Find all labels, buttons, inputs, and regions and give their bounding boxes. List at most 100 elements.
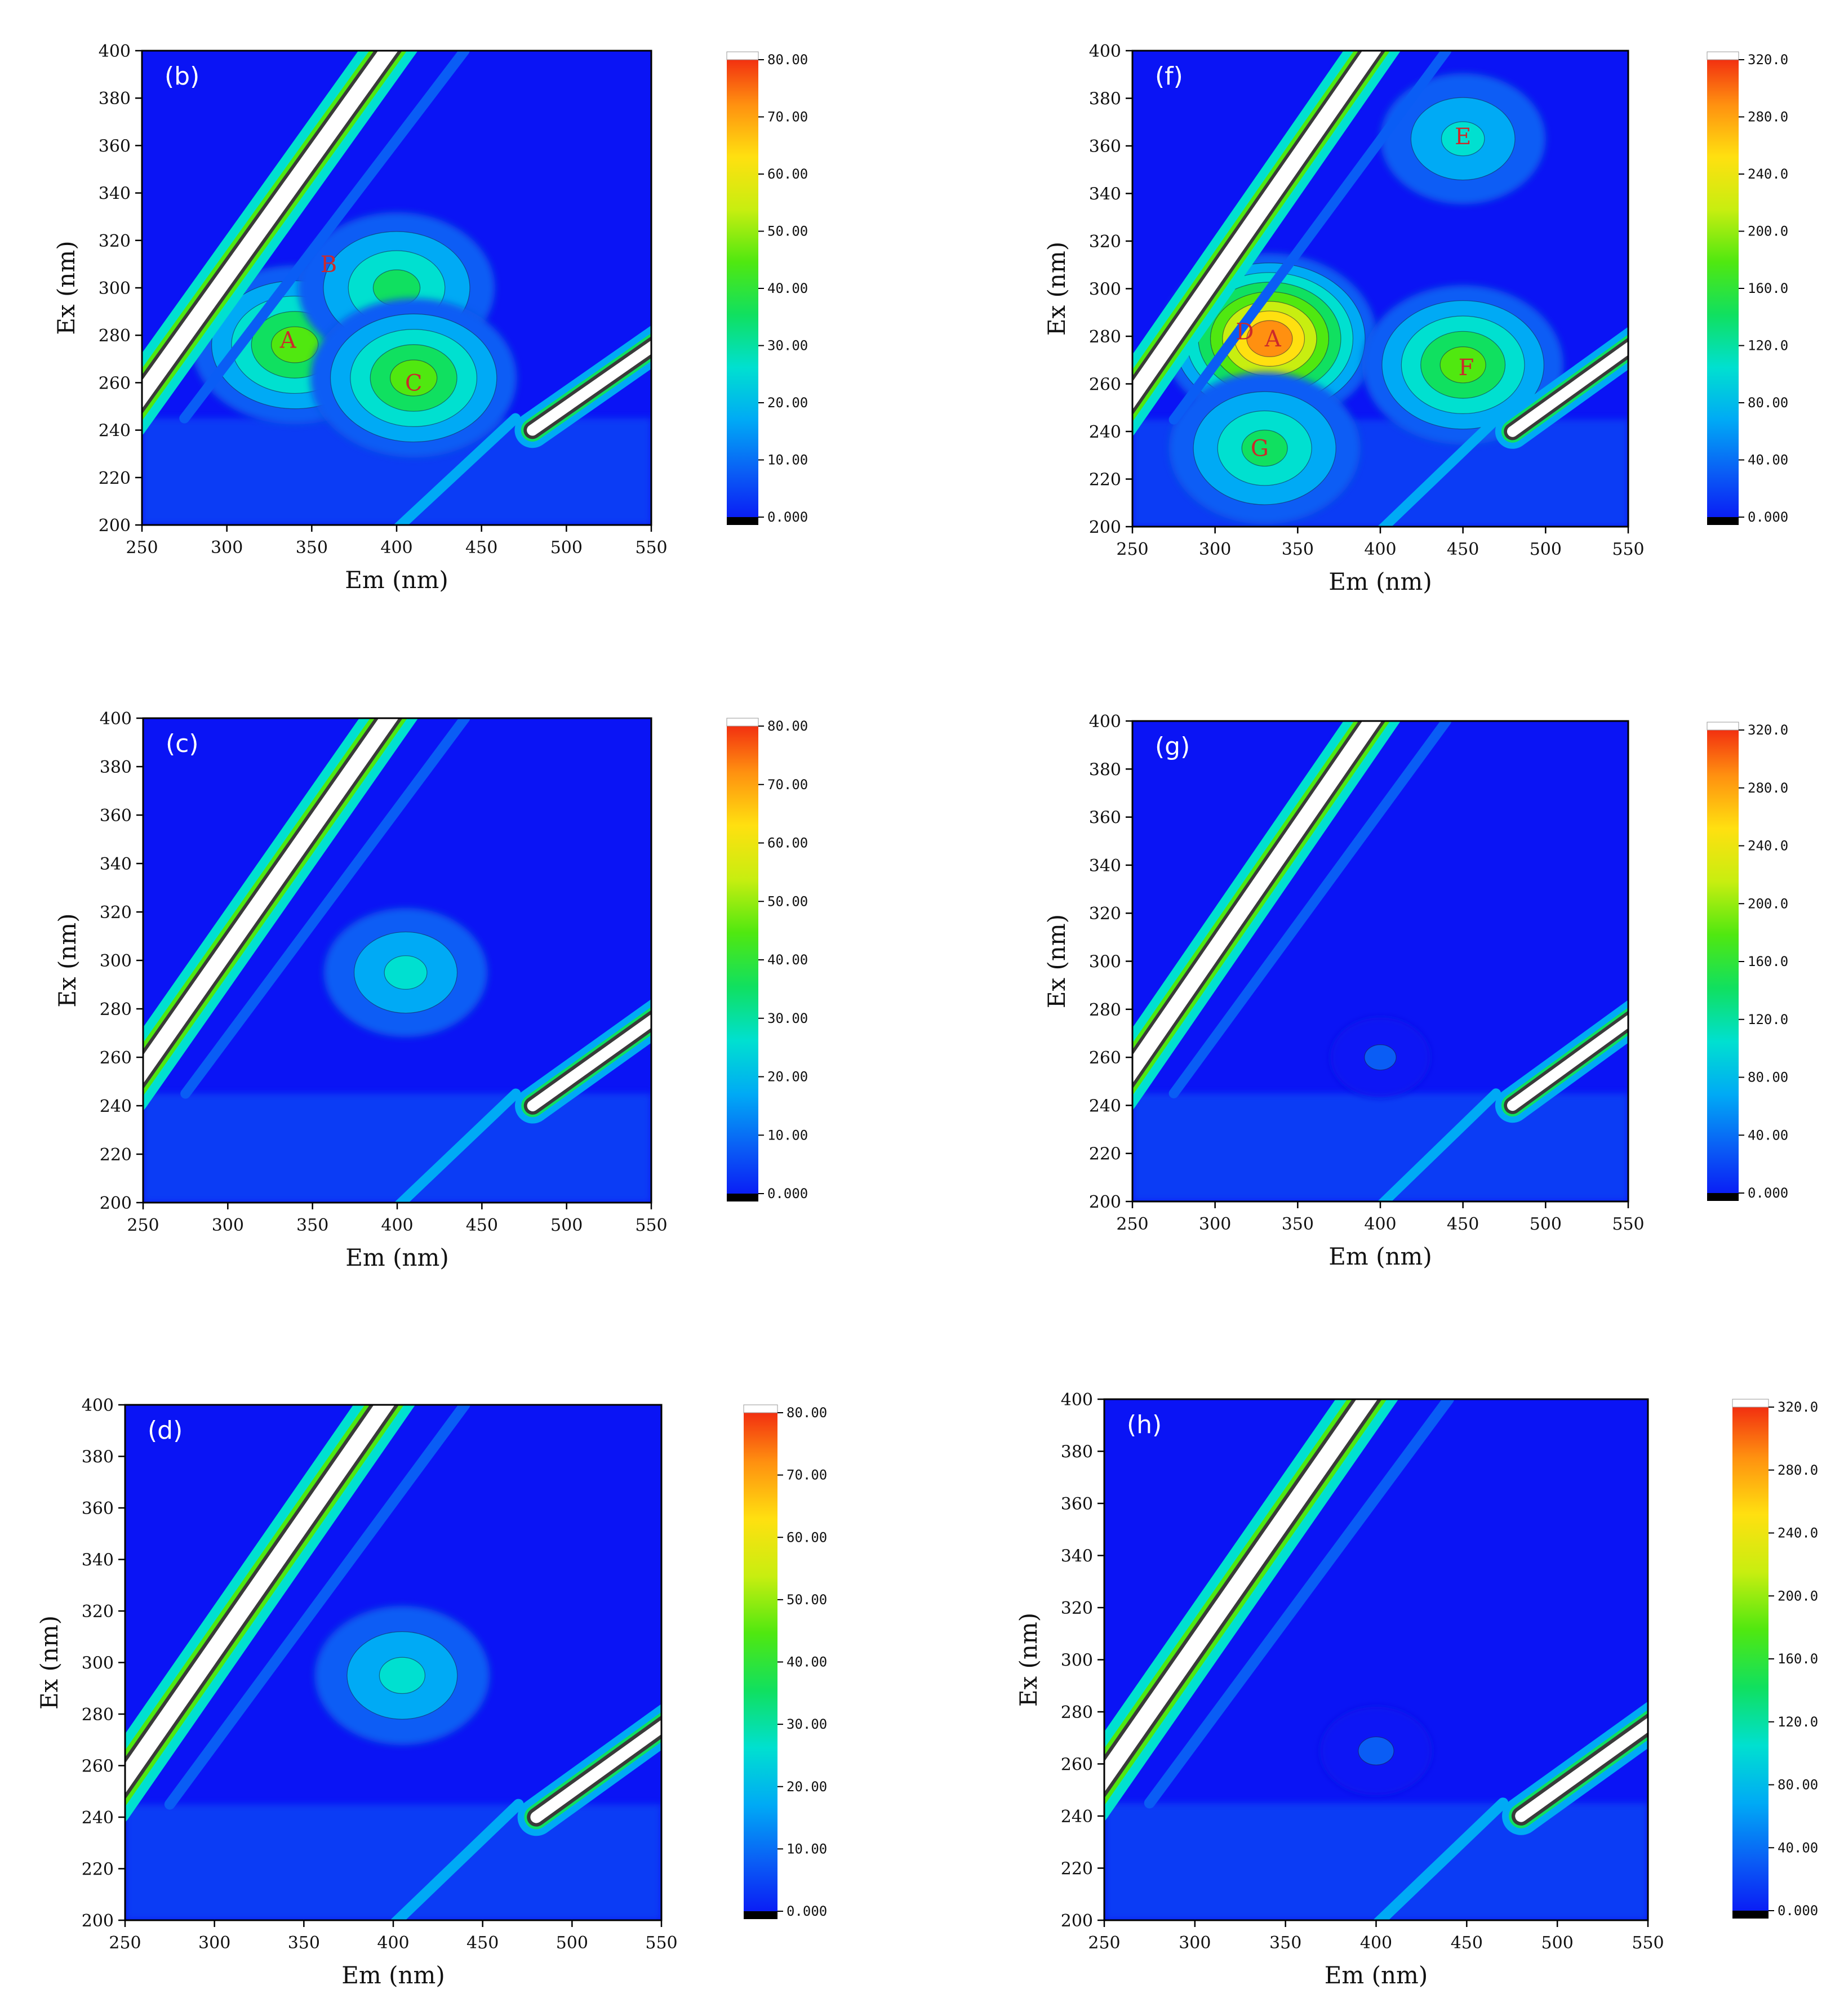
y-tick-label: 260	[1089, 375, 1121, 395]
y-tick-label: 380	[100, 758, 132, 777]
x-axis: 250 300 350 400 450 500 550	[127, 1203, 668, 1235]
colorbar-tick-label: 120.0	[1748, 338, 1788, 354]
y-tick-label: 400	[1089, 712, 1121, 732]
colorbar-tick-label: 80.00	[1748, 1070, 1788, 1085]
peak-contour	[384, 955, 428, 990]
panel-label: (h)	[1127, 1410, 1162, 1439]
peak-contour	[1241, 429, 1288, 467]
second-order-scatter-band	[514, 999, 651, 1124]
rayleigh-scatter-band	[1104, 1399, 1399, 1822]
y-tick-label: 300	[1089, 280, 1121, 300]
y-tick-label: 260	[100, 1048, 132, 1068]
y-tick-label: 260	[99, 373, 131, 393]
colorbar-tick-label: 160.0	[1778, 1651, 1818, 1667]
panel-label: (d)	[148, 1416, 183, 1445]
colorbar: 0.000 40.00 80.00 120.0 160.0 200.0 240.0 280.0…	[1732, 1399, 1818, 1919]
peak-label: C	[405, 370, 423, 396]
x-tick-label: 550	[1632, 1933, 1664, 1953]
colorbar-gradient	[1707, 722, 1739, 1201]
y-tick-label: 320	[1089, 904, 1121, 924]
y-axis: 200 220 240 260 280 300 320 340 360 380 400	[1061, 1390, 1104, 1931]
y-tick-label: 260	[1089, 1048, 1121, 1068]
y-tick-label: 240	[1089, 422, 1121, 442]
peak-label: E	[1455, 124, 1471, 150]
x-tick-label: 450	[465, 538, 497, 558]
x-axis: 250 300 350 400 450 500 550	[109, 1920, 678, 1953]
x-axis-title: Em (nm)	[1325, 1961, 1428, 1989]
peak-label: B	[321, 252, 337, 278]
eem-panel-1: 250 300 350 400 450 500 550 Em (nm) 200 220 240 260…	[1043, 42, 1788, 595]
y-tick-label: 220	[100, 1145, 132, 1165]
y-tick-label: 280	[82, 1705, 114, 1725]
y-tick-label: 340	[1089, 185, 1121, 204]
eem-panel-5: 250 300 350 400 450 500 550 Em (nm) 200 220 240 260…	[1015, 1390, 1818, 1989]
x-tick-label: 350	[1269, 1933, 1301, 1953]
panel-label: (f)	[1155, 62, 1183, 91]
heatmap-area	[1104, 1399, 1648, 1920]
faint-scatter-band	[179, 51, 521, 525]
background-band	[1132, 1093, 1628, 1201]
colorbar-tick-label: 240.0	[1748, 166, 1788, 182]
y-tick-label: 220	[99, 469, 131, 488]
y-tick-label: 360	[1089, 808, 1121, 828]
colorbar-tick-label: 120.0	[1748, 1012, 1788, 1027]
x-tick-label: 250	[126, 538, 158, 558]
x-axis: 250 300 350 400 450 500 550	[1116, 1201, 1645, 1234]
y-tick-label: 380	[1089, 90, 1121, 109]
x-tick-label: 400	[1360, 1933, 1392, 1953]
y-tick-label: 200	[82, 1911, 114, 1931]
y-tick-label: 360	[1061, 1494, 1093, 1514]
background-band	[143, 1093, 651, 1203]
x-tick-label: 500	[1530, 540, 1562, 559]
faint-scatter-band	[1168, 51, 1501, 527]
colorbar-tick-label: 50.00	[787, 1592, 827, 1608]
x-axis-title: Em (nm)	[1328, 1243, 1432, 1270]
x-axis-title: Em (nm)	[345, 566, 448, 594]
colorbar-tick-label: 40.00	[767, 952, 808, 968]
x-tick-label: 450	[466, 1933, 499, 1953]
y-tick-label: 240	[99, 421, 131, 441]
eem-panel-2: 250 300 350 400 450 500 550 Em (nm) 200 220 240 260…	[54, 709, 808, 1271]
colorbar-tick-label: 160.0	[1748, 281, 1788, 296]
peak-contour	[1364, 1044, 1397, 1071]
second-order-scatter-band	[1495, 1000, 1628, 1123]
y-tick-label: 300	[99, 279, 131, 299]
y-tick-label: 200	[1089, 1192, 1121, 1212]
peak-contour	[1441, 121, 1485, 157]
colorbar-tick-label: 200.0	[1748, 896, 1788, 911]
colorbar-tick-label: 80.00	[1778, 1777, 1818, 1793]
y-tick-label: 280	[100, 1000, 132, 1020]
colorbar-tick-label: 20.00	[787, 1779, 827, 1795]
colorbar-tick-label: 40.00	[767, 281, 808, 296]
colorbar-gradient	[744, 1405, 777, 1919]
colorbar-tick-label: 0.000	[767, 509, 808, 525]
y-tick-label: 320	[82, 1602, 114, 1622]
x-axis-title: Em (nm)	[1328, 568, 1432, 595]
x-tick-label: 250	[1116, 1214, 1148, 1234]
colorbar-tick-label: 160.0	[1748, 954, 1788, 969]
x-tick-label: 550	[645, 1933, 677, 1953]
y-tick-label: 380	[99, 89, 131, 109]
peak-label: F	[1459, 355, 1474, 381]
y-tick-label: 400	[82, 1396, 114, 1416]
y-tick-label: 360	[1089, 137, 1121, 157]
colorbar-tick-label: 280.0	[1748, 109, 1788, 125]
peak-contour	[379, 1657, 425, 1694]
peak-label: D	[1236, 319, 1254, 345]
x-tick-label: 450	[1447, 540, 1479, 559]
x-tick-label: 500	[556, 1933, 588, 1953]
peak-contour	[1439, 346, 1486, 384]
y-tick-label: 240	[1061, 1807, 1093, 1827]
colorbar-tick-label: 30.00	[767, 338, 808, 354]
y-tick-label: 280	[1089, 327, 1121, 347]
y-tick-label: 200	[1061, 1911, 1093, 1931]
y-tick-label: 240	[100, 1097, 132, 1116]
x-tick-label: 300	[1199, 1214, 1231, 1234]
y-tick-label: 380	[1089, 760, 1121, 780]
y-tick-label: 340	[82, 1551, 114, 1570]
x-axis: 250 300 350 400 450 500 550	[1116, 527, 1645, 559]
y-tick-label: 340	[100, 855, 132, 874]
y-tick-label: 260	[1061, 1755, 1093, 1775]
colorbar-tick-label: 80.00	[787, 1405, 827, 1421]
faint-scatter-band	[164, 1405, 524, 1920]
